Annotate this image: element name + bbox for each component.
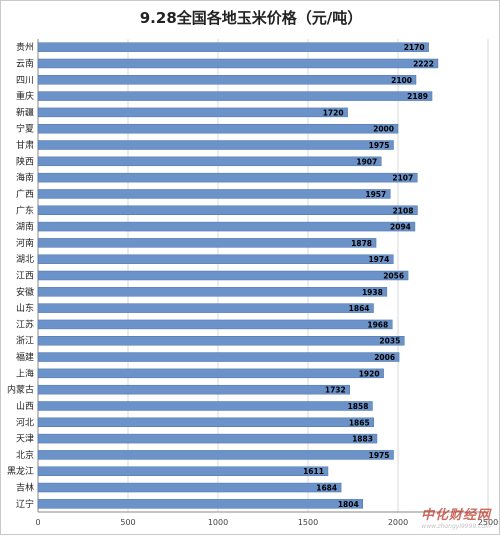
category-label: 新疆 — [16, 106, 34, 118]
category-label: 广东 — [16, 204, 34, 216]
data-label: 2006 — [374, 353, 395, 362]
bar — [37, 205, 418, 215]
x-tick-label: 1000 — [208, 518, 228, 527]
bar — [37, 401, 373, 411]
x-tick-label: 500 — [120, 518, 135, 527]
bar — [37, 238, 377, 248]
bar — [37, 287, 388, 297]
category-label: 辽宁 — [16, 498, 34, 510]
category-label: 天津 — [16, 434, 34, 445]
category-label: 上海 — [16, 367, 34, 379]
category-label: 甘肃 — [16, 139, 34, 151]
bar — [37, 466, 329, 476]
data-label: 2107 — [392, 174, 413, 183]
data-label: 1883 — [352, 435, 373, 444]
watermark-url: www.zhongyi9999.com — [421, 523, 491, 530]
category-label: 陕西 — [16, 155, 34, 167]
category-label: 吉林 — [16, 482, 34, 494]
bar — [37, 368, 384, 379]
x-tick-label: 2000 — [388, 518, 408, 527]
bar — [37, 433, 378, 444]
data-label: 1920 — [359, 369, 380, 378]
bar — [37, 499, 363, 509]
bar — [37, 140, 394, 150]
bar — [37, 172, 418, 183]
bar — [37, 254, 394, 264]
category-label: 湖南 — [16, 221, 34, 233]
x-tick-label: 1500 — [298, 518, 318, 527]
bar — [37, 450, 394, 460]
category-label: 北京 — [16, 449, 34, 461]
bar — [37, 91, 433, 101]
data-label: 1974 — [368, 255, 389, 264]
watermark: 中化财经网 www.zhongyi9999.com — [421, 504, 491, 530]
data-label: 1938 — [362, 288, 383, 297]
category-label: 河北 — [16, 416, 34, 428]
data-label: 1878 — [351, 239, 372, 248]
data-label: 2100 — [391, 76, 412, 85]
category-label: 江西 — [16, 271, 34, 282]
bar — [37, 189, 391, 199]
category-label: 四川 — [16, 76, 34, 86]
data-label: 1732 — [325, 386, 346, 395]
bar — [37, 75, 417, 85]
bar — [37, 221, 416, 232]
chart-title: 9.28全国各地玉米价格（元/吨） — [139, 9, 363, 27]
category-label: 黑龙江 — [7, 465, 34, 477]
category-label: 重庆 — [16, 90, 34, 102]
data-label: 2189 — [407, 92, 428, 101]
category-label: 河南 — [16, 237, 34, 249]
bar — [37, 270, 409, 281]
data-label: 1858 — [348, 402, 369, 411]
bar — [37, 58, 439, 69]
bar — [37, 156, 382, 167]
bar — [37, 482, 342, 493]
category-label: 海南 — [16, 172, 34, 184]
category-label: 山西 — [16, 401, 34, 412]
bar — [37, 384, 351, 395]
category-label: 贵州 — [16, 41, 34, 53]
data-label: 1975 — [369, 141, 390, 150]
data-label: 1611 — [303, 467, 324, 476]
data-label: 1684 — [316, 484, 337, 493]
bar — [37, 336, 405, 346]
bar — [37, 417, 374, 428]
x-tick-label: 0 — [35, 518, 40, 527]
category-label: 安徽 — [16, 286, 34, 298]
category-label: 浙江 — [16, 335, 34, 347]
data-label: 1907 — [356, 157, 377, 166]
category-label: 云南 — [16, 57, 34, 69]
category-label: 山东 — [16, 302, 34, 314]
category-label: 宁夏 — [16, 123, 34, 135]
bar — [37, 352, 400, 362]
x-tick-label: 2500 — [478, 518, 498, 527]
bar — [37, 123, 399, 134]
data-label: 2094 — [390, 223, 411, 232]
data-label: 1864 — [349, 304, 370, 313]
data-label: 2222 — [413, 59, 434, 68]
data-label: 1968 — [367, 320, 388, 329]
data-label: 1865 — [349, 418, 370, 427]
category-label: 福建 — [16, 351, 34, 363]
bar — [37, 42, 429, 52]
category-label: 内蒙古 — [7, 384, 34, 396]
data-label: 1957 — [365, 190, 386, 199]
bar — [37, 107, 348, 118]
data-label: 1804 — [338, 500, 359, 509]
data-label: 2170 — [404, 43, 425, 52]
watermark-text: 中化财经网 — [420, 508, 491, 523]
bar — [37, 303, 374, 313]
data-label: 1720 — [323, 108, 344, 117]
bar — [37, 319, 393, 330]
data-label: 2000 — [373, 125, 394, 134]
category-label: 湖北 — [16, 254, 34, 265]
category-label: 江苏 — [16, 318, 34, 330]
category-label: 广西 — [16, 188, 34, 200]
data-label: 2108 — [393, 206, 414, 215]
data-label: 1975 — [369, 451, 390, 460]
data-label: 2056 — [383, 272, 404, 281]
data-label: 2035 — [379, 337, 400, 346]
